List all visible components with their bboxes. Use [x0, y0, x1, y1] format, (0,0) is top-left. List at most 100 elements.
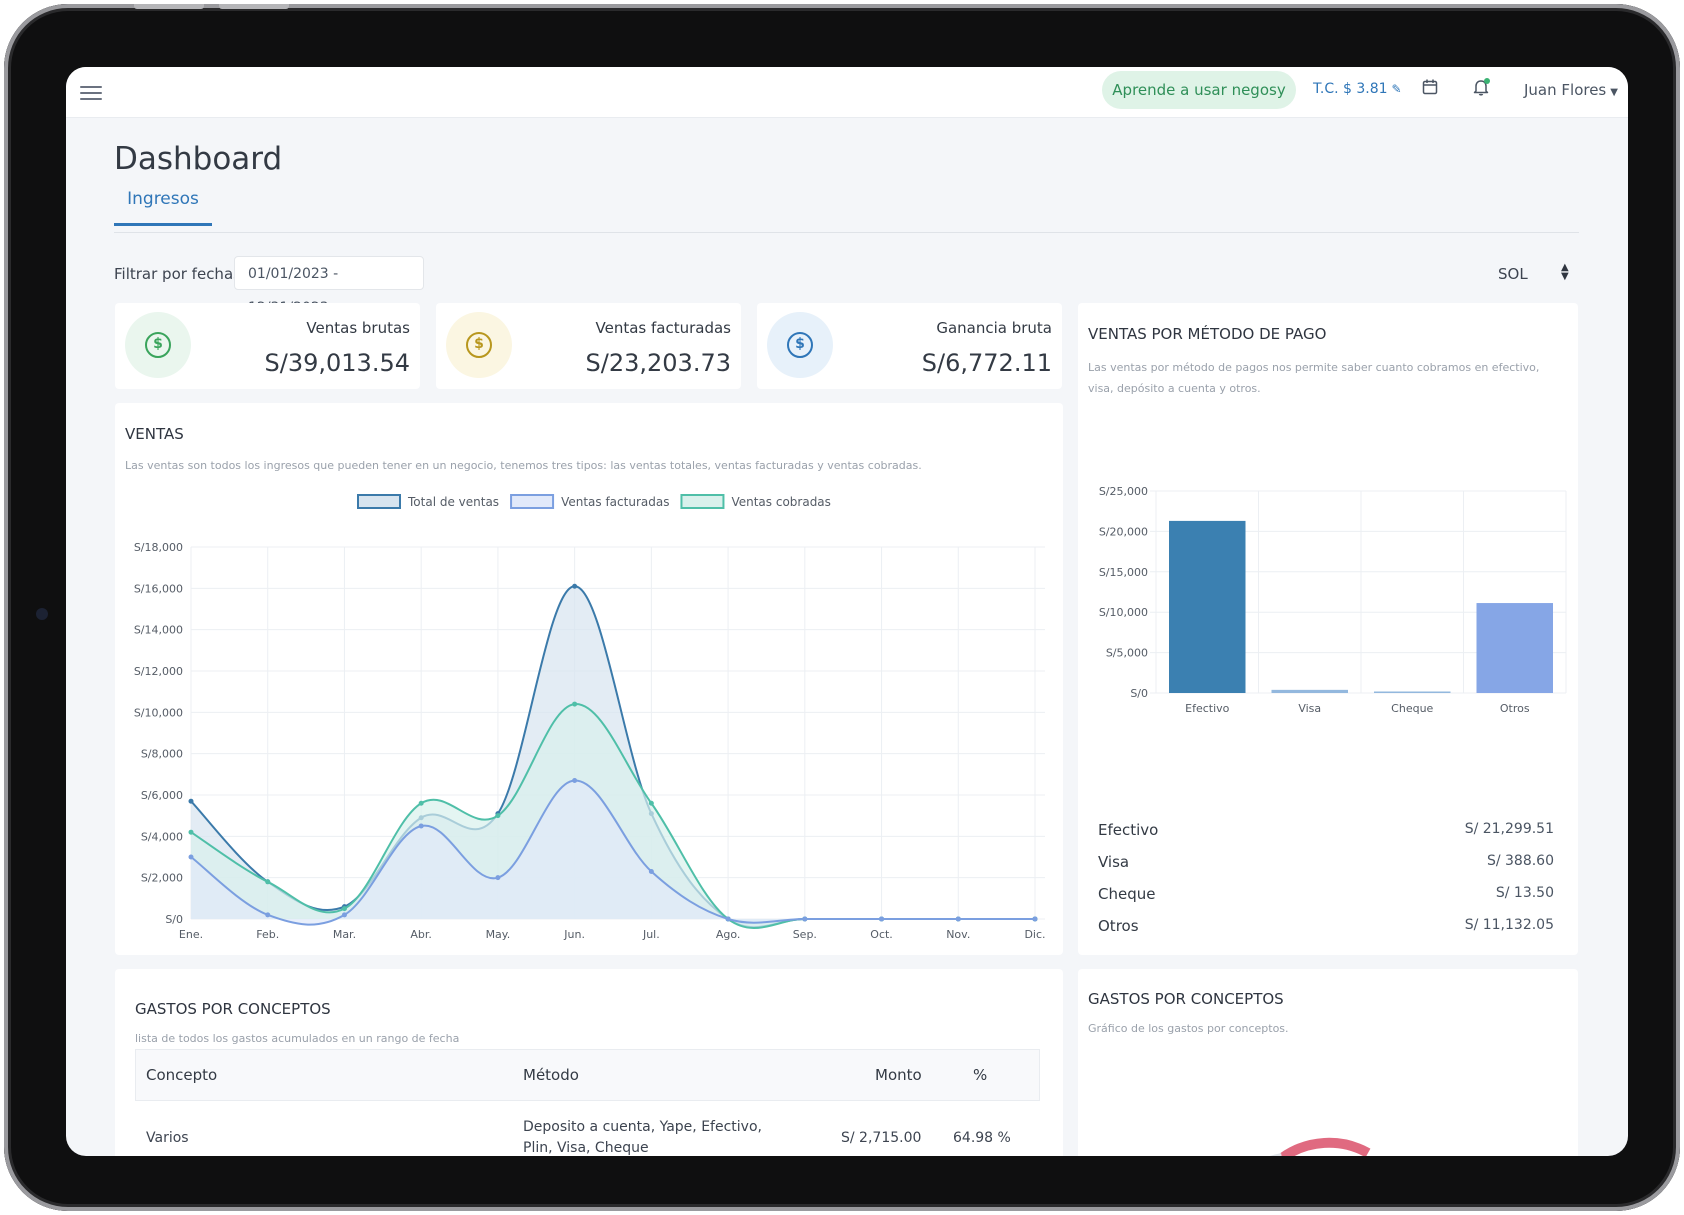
data-point — [265, 912, 271, 918]
stat-card-ganancia-bruta: $ Ganancia bruta S/6,772.11 — [757, 303, 1062, 389]
cell-monto: S/ 2,715.00 — [841, 1130, 922, 1146]
data-point — [265, 879, 271, 885]
calendar-icon[interactable] — [1422, 79, 1438, 95]
legend-swatch — [510, 494, 555, 509]
stat-label: Ventas facturadas — [595, 319, 731, 337]
x-tick-label: Mar. — [333, 928, 356, 941]
y-tick-label: S/20,000 — [1099, 525, 1148, 538]
payment-method-label: Visa — [1098, 853, 1130, 871]
data-point — [418, 800, 424, 806]
data-point — [955, 916, 961, 922]
x-tick-label: Visa — [1298, 702, 1321, 715]
exchange-rate-link[interactable]: T.C. $ 3.81 ✎ — [1313, 81, 1402, 97]
data-point — [188, 829, 194, 835]
menu-icon[interactable] — [80, 82, 102, 100]
date-filter-label: Filtrar por fechas — [114, 265, 241, 283]
y-tick-label: S/14,000 — [134, 624, 183, 637]
tablet-camera — [36, 608, 48, 620]
data-point — [341, 906, 347, 912]
gastos-table-description: lista de todos los gastos acumulados en … — [135, 1032, 460, 1045]
y-tick-label: S/12,000 — [134, 665, 183, 678]
payment-row-cheque: Cheque S/ 13.50 — [1098, 885, 1554, 909]
ventas-area-chart: S/0 S/2,000 S/4,000 S/6,000 S/8,000 S/10,000 S… — [134, 494, 1046, 941]
gastos-table-title: GASTOS POR CONCEPTOS — [135, 1000, 331, 1018]
ventas-title: VENTAS — [125, 425, 184, 443]
bar — [1476, 603, 1553, 693]
learn-button[interactable]: Aprende a usar negosy — [1102, 71, 1296, 109]
dollar-coin-icon: $ — [787, 332, 813, 358]
y-tick-label: S/4,000 — [141, 830, 183, 843]
data-point — [725, 916, 731, 922]
legend-label: Total de ventas — [407, 495, 499, 509]
payment-description: Las ventas por método de pagos nos permi… — [1088, 361, 1540, 395]
stat-icon-bg: $ — [446, 312, 512, 378]
data-point — [341, 912, 347, 918]
payment-method-amount: S/ 11,132.05 — [1464, 917, 1554, 933]
payment-row-efectivo: Efectivo S/ 21,299.51 — [1098, 821, 1554, 845]
user-name: Juan Flores — [1524, 81, 1607, 99]
x-tick-label: Ago. — [716, 928, 741, 941]
legend-swatch — [357, 494, 401, 509]
data-point — [572, 778, 578, 784]
gastos-pie-chart — [1269, 1137, 1371, 1156]
x-tick-label: Efectivo — [1185, 702, 1230, 715]
y-tick-label: S/16,000 — [134, 582, 183, 595]
stat-label: Ventas brutas — [306, 319, 410, 337]
data-point — [418, 823, 424, 829]
bell-icon[interactable] — [1472, 78, 1490, 96]
column-header-pct[interactable]: % — [973, 1066, 988, 1084]
x-tick-label: Jun. — [563, 928, 585, 941]
data-point — [188, 854, 194, 860]
x-tick-label: Oct. — [870, 928, 893, 941]
stat-card-ventas-brutas: $ Ventas brutas S/39,013.54 — [115, 303, 420, 389]
x-tick-label: Feb. — [256, 928, 279, 941]
data-point — [802, 916, 808, 922]
payment-method-label: Efectivo — [1098, 821, 1159, 839]
top-bar: Aprende a usar negosy T.C. $ 3.81 ✎ Juan … — [66, 67, 1628, 118]
select-arrows-icon[interactable]: ▲ ▼ — [1561, 262, 1569, 282]
payment-method-amount: S/ 21,299.51 — [1464, 821, 1554, 837]
payment-row-visa: Visa S/ 388.60 — [1098, 853, 1554, 877]
bar — [1271, 689, 1348, 693]
stat-card-ventas-facturadas: $ Ventas facturadas S/23,203.73 — [436, 303, 741, 389]
data-point — [188, 798, 194, 804]
gastos-chart-title: GASTOS POR CONCEPTOS — [1088, 990, 1284, 1008]
y-tick-label: S/0 — [165, 913, 183, 926]
y-tick-label: S/15,000 — [1099, 566, 1148, 579]
data-point — [648, 800, 654, 806]
x-tick-label: Jul. — [642, 928, 660, 941]
bar — [1169, 520, 1246, 693]
cell-pct: 64.98 % — [953, 1130, 1011, 1146]
data-point — [1032, 916, 1038, 922]
x-tick-label: Sep. — [793, 928, 817, 941]
tab-ingresos[interactable]: Ingresos — [114, 189, 212, 226]
y-tick-label: S/10,000 — [1099, 606, 1148, 619]
user-menu[interactable]: Juan Flores ▼ — [1524, 81, 1618, 99]
data-point — [495, 813, 501, 819]
x-tick-label: Nov. — [946, 928, 970, 941]
payment-title: VENTAS POR MÉTODO DE PAGO — [1088, 325, 1327, 343]
cell-metodo: Deposito a cuenta, Yape, Efectivo, — [523, 1119, 762, 1135]
column-header-monto[interactable]: Monto — [875, 1066, 922, 1084]
stat-value: S/23,203.73 — [585, 349, 731, 377]
currency-select[interactable]: SOL — [1498, 265, 1528, 283]
stat-icon-bg: $ — [767, 312, 833, 378]
tablet-volume-button — [134, 4, 204, 9]
x-tick-label: Dic. — [1024, 928, 1045, 941]
stat-icon-bg: $ — [125, 312, 191, 378]
date-range-input[interactable]: 01/01/2023 - 12/31/2023 — [234, 256, 424, 316]
gastos-chart-description: Gráfico de los gastos por conceptos. — [1088, 1022, 1289, 1035]
data-point — [648, 868, 654, 874]
legend-label: Ventas facturadas — [561, 495, 669, 509]
data-point — [572, 583, 578, 589]
stat-label: Ganancia bruta — [936, 319, 1052, 337]
ventas-card: VENTAS Las ventas son todos los ingresos… — [115, 403, 1063, 955]
payment-method-amount: S/ 388.60 — [1486, 853, 1554, 869]
column-header-concepto[interactable]: Concepto — [146, 1066, 218, 1084]
y-tick-label: S/2,000 — [141, 872, 183, 885]
tabs-divider — [114, 232, 1579, 233]
x-tick-label: Ene. — [179, 928, 203, 941]
x-tick-label: Abr. — [410, 928, 432, 941]
gastos-chart-card: GASTOS POR CONCEPTOS Gráfico de los gast… — [1078, 969, 1578, 1156]
column-header-metodo[interactable]: Método — [523, 1066, 579, 1084]
